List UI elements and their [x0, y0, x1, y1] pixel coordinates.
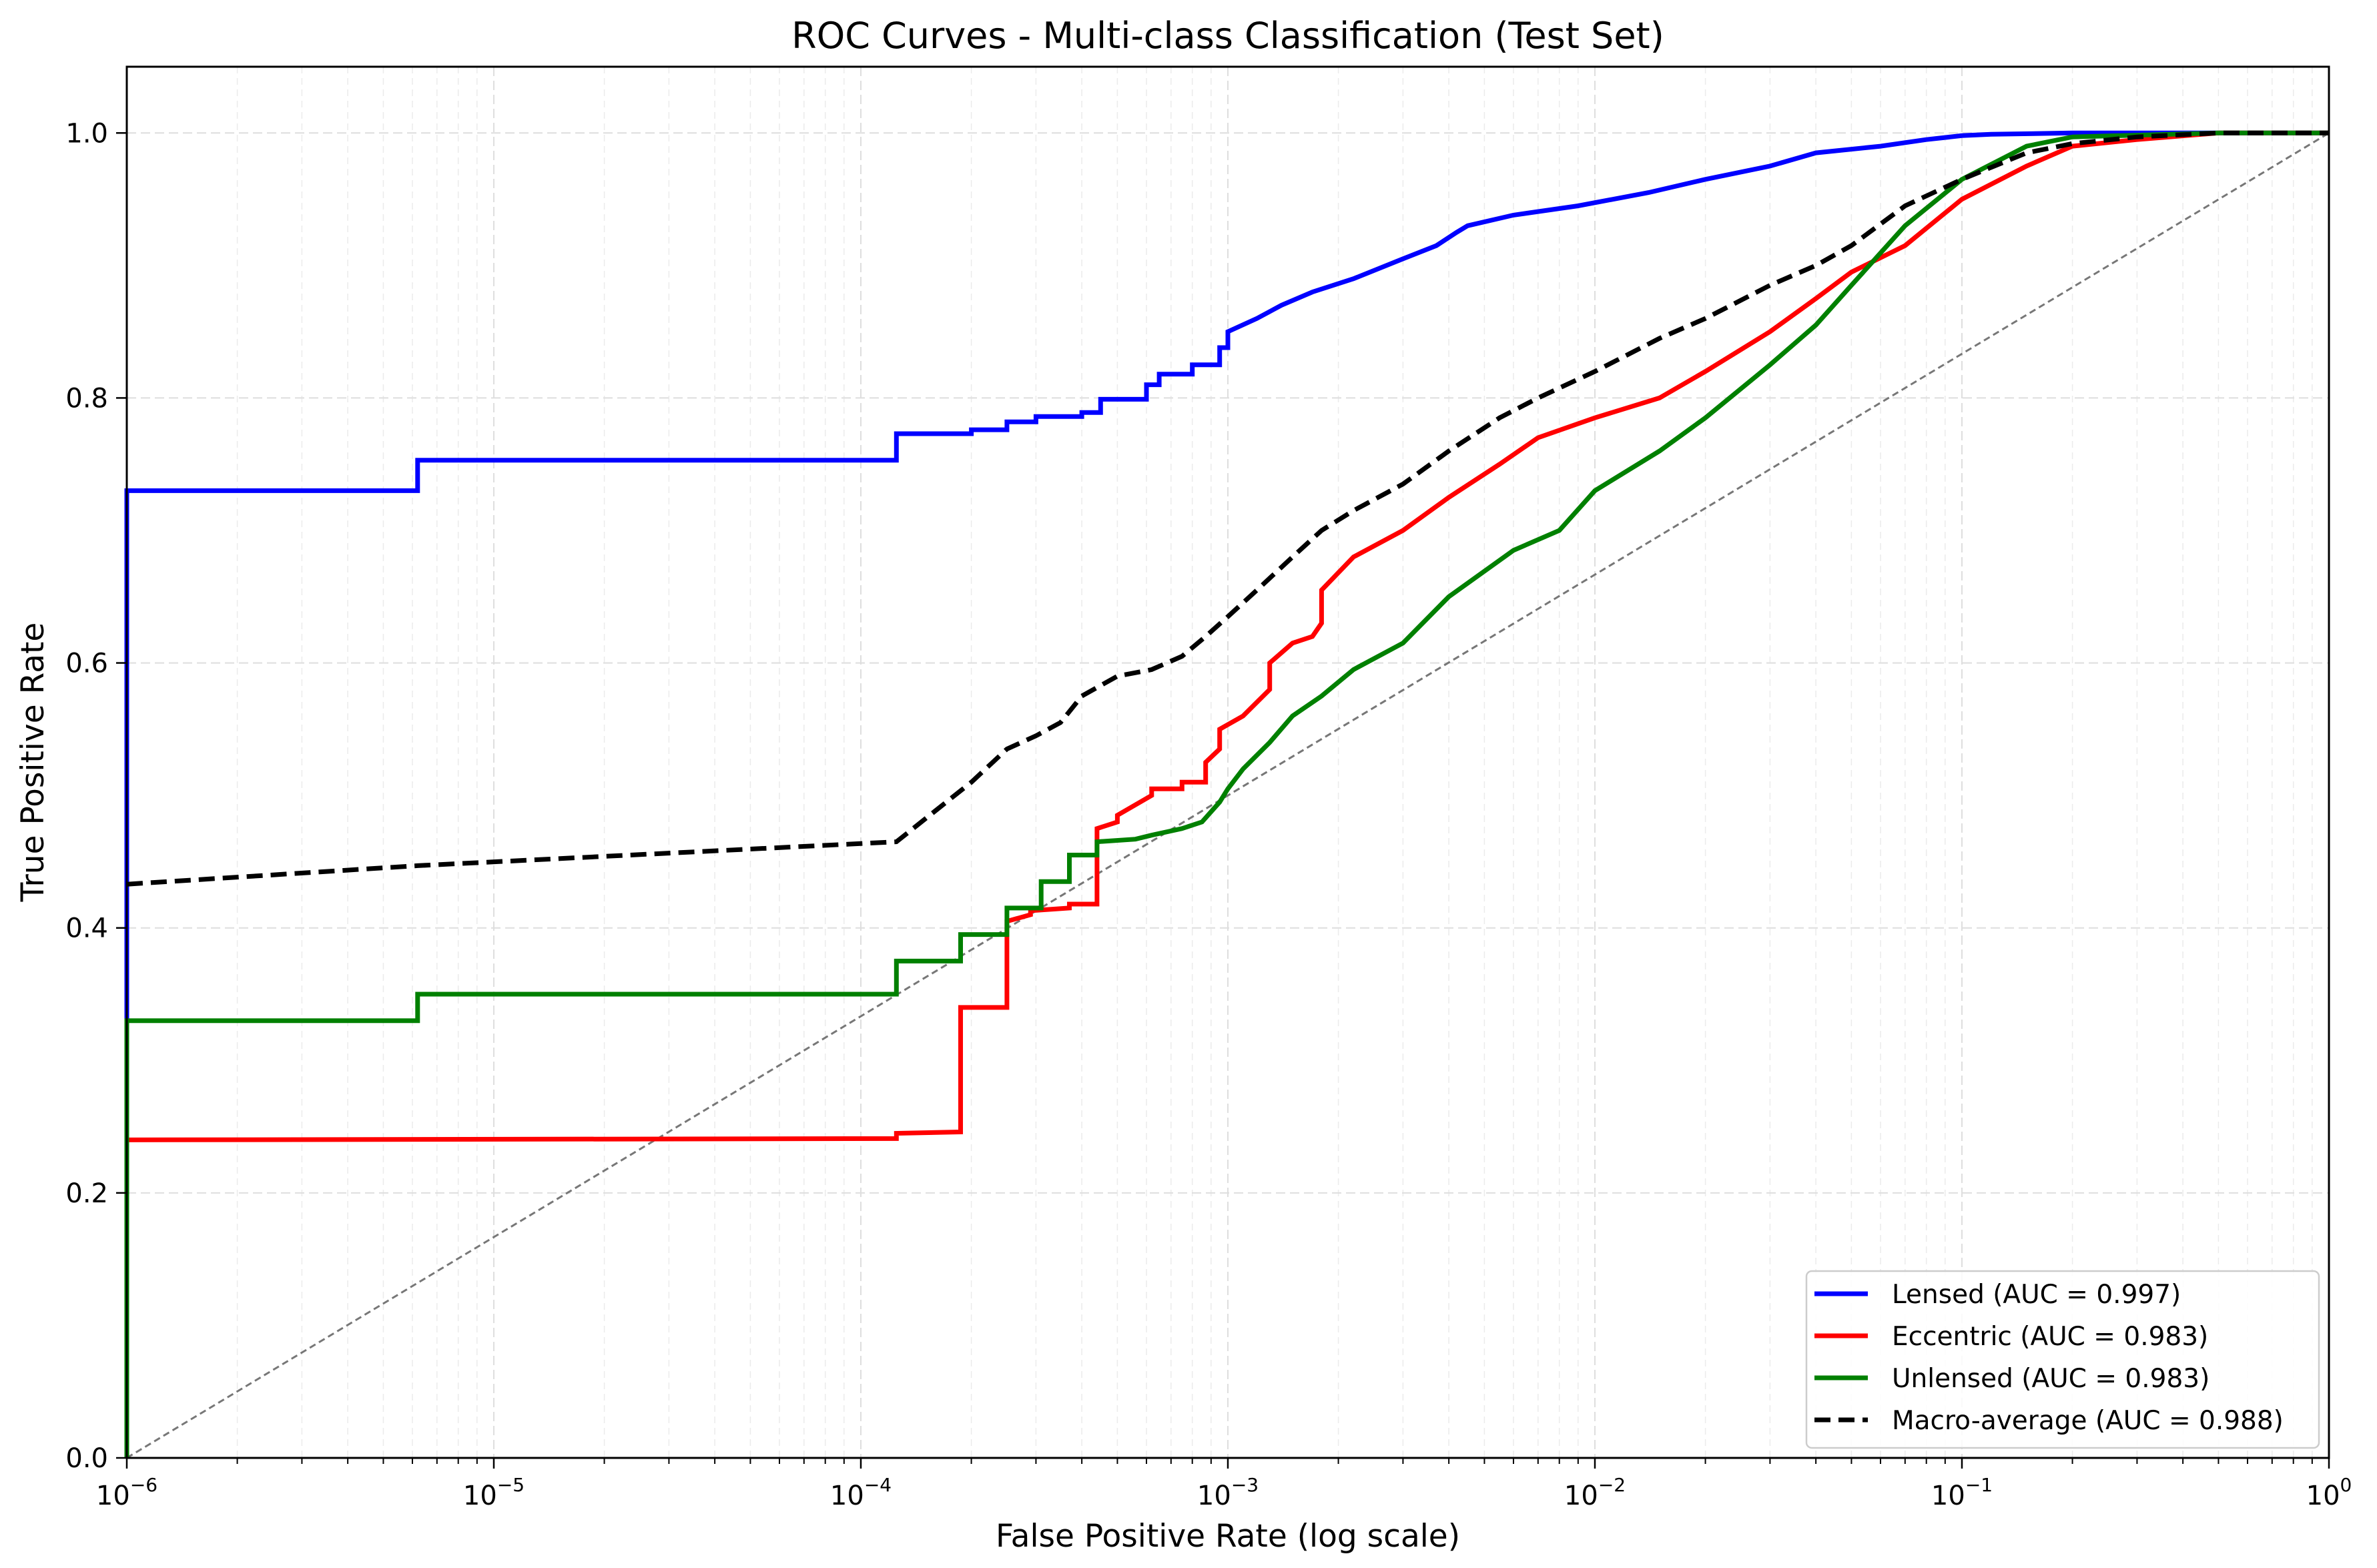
y-tick-label: 0.0 — [65, 1443, 108, 1474]
x-tick-label: 100 — [2306, 1474, 2352, 1511]
chart-title: ROC Curves - Multi-class Classification … — [791, 15, 1664, 57]
y-tick-label: 0.8 — [65, 383, 108, 414]
x-tick-label: 10−2 — [1564, 1474, 1626, 1511]
series-layer — [124, 130, 2329, 1458]
x-tick-label: 10−3 — [1197, 1474, 1259, 1511]
reference-diagonal — [126, 132, 2330, 1459]
legend-label: Unlensed (AUC = 0.983) — [1892, 1364, 2210, 1394]
legend-box — [1805, 1270, 2320, 1449]
legend-label: Lensed (AUC = 0.997) — [1892, 1280, 2181, 1310]
series-line-macro-average — [126, 130, 2329, 887]
y-axis-label: True Positive Rate — [15, 623, 51, 903]
series-line-eccentric — [124, 130, 2329, 1458]
y-tick-label: 0.6 — [65, 649, 108, 679]
y-tick-label: 0.4 — [65, 913, 108, 944]
series-line-unlensed — [124, 130, 2329, 1458]
legend-label: Macro-average (AUC = 0.988) — [1892, 1406, 2284, 1436]
chance-diagonal-line — [126, 132, 2330, 1459]
x-axis-label: False Positive Rate (log scale) — [996, 1518, 1460, 1555]
x-tick-label: 10−6 — [96, 1474, 157, 1511]
series-line-lensed — [124, 130, 2329, 1458]
x-tick-label: 10−4 — [830, 1474, 892, 1511]
y-tick-label: 1.0 — [65, 118, 108, 149]
grid — [126, 67, 2330, 1459]
legend-label: Eccentric (AUC = 0.983) — [1892, 1322, 2208, 1352]
y-tick-label: 0.2 — [65, 1178, 108, 1209]
x-tick-label: 10−5 — [463, 1474, 525, 1511]
axis-ticks: 10−6 10−5 10−4 10−3 10−2 10−1 100 0.0 0.2 0.4 0.6 0… — [65, 118, 2352, 1511]
legend: Lensed (AUC = 0.997) Eccentric (AUC = 0.9… — [1805, 1270, 2320, 1449]
x-tick-label: 10−1 — [1931, 1474, 1993, 1511]
